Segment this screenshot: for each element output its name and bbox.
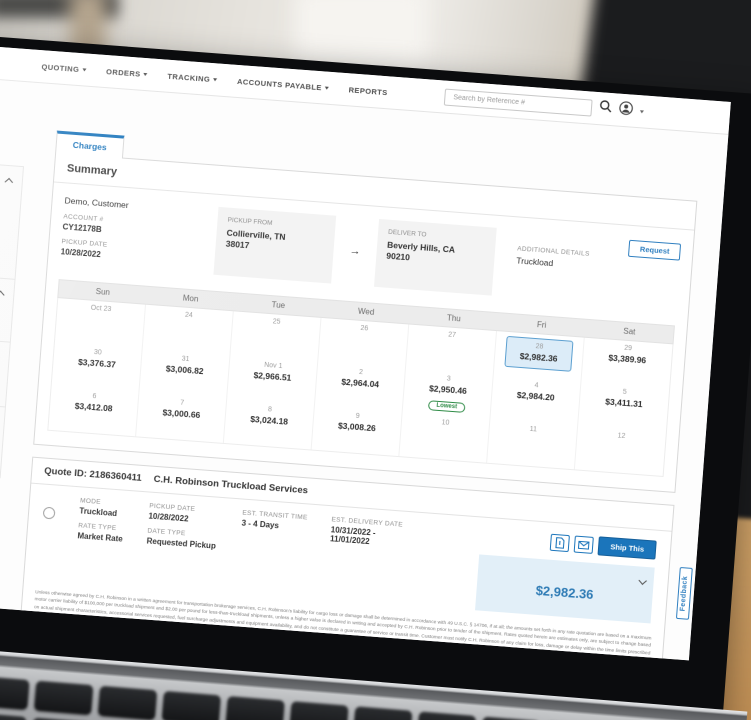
background-highlight (295, 0, 425, 63)
nav-item-reports[interactable]: REPORTS (348, 84, 388, 97)
delivery-column: EST. DELIVERY DATE 10/31/2022 - 11/01/20… (329, 516, 403, 555)
quote-actions: Ship This (480, 527, 657, 560)
quote-radio-button[interactable] (42, 506, 56, 520)
caret-down-icon (213, 77, 218, 81)
calendar-day-cell[interactable]: 7 $3,000.66 (136, 392, 228, 443)
calendar-day-cell[interactable]: 27 (405, 324, 498, 375)
keyboard-key (34, 680, 94, 715)
calendar-date: 11 (529, 425, 538, 434)
summary-card: Summary Demo, Customer ACCOUNT # CY12178… (33, 152, 698, 493)
pickup-from-box: PICKUP FROM Collierville, TN 38017 (213, 206, 337, 284)
main-content: Charges Summary Demo, Customer ACCOUNT #… (0, 82, 728, 661)
calendar-day-cell[interactable]: 6 $3,412.08 (48, 385, 140, 437)
header-right (443, 87, 731, 127)
keyboard-key (0, 675, 30, 710)
customer-name: Demo, Customer (64, 195, 130, 211)
app-body: Charges Summary Demo, Customer ACCOUNT #… (0, 72, 728, 661)
calendar-day-cell[interactable]: 30 $3,376.37 (51, 342, 143, 393)
ship-this-button[interactable]: Ship This (597, 536, 657, 560)
calendar-date: 12 (617, 432, 626, 441)
calendar-day-cell[interactable]: 26 (318, 317, 410, 369)
calendar-date: 24 (184, 311, 193, 320)
keyboard-key (416, 711, 477, 720)
calendar-day-cell[interactable]: 5 $3,411.31 (578, 382, 669, 432)
deliver-to-box: DELIVER TO Beverly Hills, CA 90210 (373, 218, 497, 296)
nav-item-orders[interactable]: ORDERS (106, 67, 148, 79)
keyboard-key (353, 706, 413, 720)
nav-item-tracking[interactable]: TRACKING (167, 71, 218, 84)
app-header: QUOTING ORDERS TRACKING ACCOUNTS PAYABLE REP… (0, 39, 731, 135)
calendar-day-cell[interactable]: 10 (399, 412, 491, 463)
search-input[interactable] (451, 92, 586, 112)
pickup-from-value: Collierville, TN 38017 (225, 227, 286, 251)
search-icon[interactable] (598, 99, 612, 118)
caret-down-icon (324, 86, 329, 90)
rate-type-value: Market Rate (77, 531, 124, 544)
calendar-price: $2,982.36 (519, 350, 558, 364)
caret-down-icon (82, 67, 87, 72)
laptop-screen: QUOTING ORDERS TRACKING ACCOUNTS PAYABLE REP… (0, 39, 731, 661)
request-button[interactable]: Request (628, 239, 682, 261)
calendar-date: 10 (441, 419, 450, 427)
keyboard-key (161, 690, 221, 720)
chevron-up-icon[interactable] (4, 172, 14, 190)
additional-details-column: ADDITIONAL DETAILS Truckload (514, 245, 590, 302)
arrow-right-icon: → (349, 244, 362, 258)
keyboard-key (225, 695, 285, 720)
caret-down-icon[interactable] (639, 109, 645, 114)
nav-item-quoting[interactable]: QUOTING (41, 62, 87, 74)
caret-down-icon (143, 72, 148, 76)
calendar-day-cell[interactable]: Nov 1 $2,966.51 (227, 355, 319, 406)
calendar-day-cell[interactable]: 11 (487, 418, 579, 470)
keyboard-key (0, 713, 27, 720)
keyboard-key (480, 716, 540, 720)
nav-item-accounts-payable[interactable]: ACCOUNTS PAYABLE (237, 76, 329, 92)
customer-column: Demo, Customer ACCOUNT # CY12178B PICKUP… (60, 195, 203, 273)
calendar-day-cell[interactable]: 2 $2,964.04 (314, 361, 406, 413)
deliver-to-value: Beverly Hills, CA 90210 (385, 239, 456, 263)
calendar-day-cell[interactable]: Oct 23 (54, 298, 147, 349)
calendar-day-cell[interactable]: 31 $3,006.82 (139, 348, 231, 400)
transit-column: EST. TRANSIT TIME 3 - 4 Days (241, 510, 308, 540)
quote-actions-column: Ship This $2,982.36 (475, 527, 657, 624)
user-icon[interactable] (618, 100, 633, 120)
price-panel: $2,982.36 (475, 554, 655, 624)
quote-card: Quote ID: 2186360411 C.H. Robinson Truck… (18, 456, 675, 661)
keyboard-key (289, 700, 349, 720)
quote-carrier: C.H. Robinson Truckload Services (153, 473, 309, 497)
calendar-day-cell[interactable]: 8 $3,024.18 (223, 399, 315, 450)
calendar-date: Oct 23 (90, 304, 112, 314)
calendar-day-cell[interactable]: 25 (230, 311, 322, 362)
calendar-date: 27 (447, 331, 457, 340)
quote-id: Quote ID: 2186360411 (43, 465, 143, 484)
search-box[interactable] (443, 88, 593, 117)
calendar-day-cell[interactable]: 28 $2,982.36 (493, 331, 585, 382)
calendar-date: 25 (272, 318, 281, 326)
laptop-lid-bezel: QUOTING ORDERS TRACKING ACCOUNTS PAYABLE REP… (0, 28, 751, 720)
calendar-day-cell[interactable]: 24 (142, 304, 234, 356)
mode-column: MODE Truckload RATE TYPE Market Rate (77, 497, 126, 550)
calendar-day-cell[interactable]: 12 (575, 425, 666, 475)
mode-value: Truckload (79, 506, 118, 519)
calendar-day-cell[interactable]: 9 $3,008.26 (311, 405, 403, 457)
calendar-day-cell[interactable]: 29 $3,389.96 (581, 338, 672, 388)
quote-price: $2,982.36 (535, 582, 595, 603)
envelope-icon[interactable] (573, 535, 595, 554)
calendar-day-cell[interactable]: 4 $2,984.20 (490, 374, 582, 426)
additional-details-value: Truckload (515, 255, 554, 269)
lowest-badge: Lowest (428, 400, 466, 413)
calendar-date: 26 (360, 324, 369, 333)
document-icon[interactable] (549, 533, 571, 553)
calendar-day-cell[interactable]: 3 $2,950.46 Lowest (402, 368, 494, 419)
chevron-up-icon[interactable] (0, 285, 5, 303)
pickup-column: PICKUP DATE 10/28/2022 DATE TYPE Request… (146, 503, 219, 558)
keyboard-key (97, 685, 158, 720)
app-window: QUOTING ORDERS TRACKING ACCOUNTS PAYABLE REP… (0, 39, 731, 661)
quote-body: MODE Truckload RATE TYPE Market Rate (24, 484, 671, 629)
